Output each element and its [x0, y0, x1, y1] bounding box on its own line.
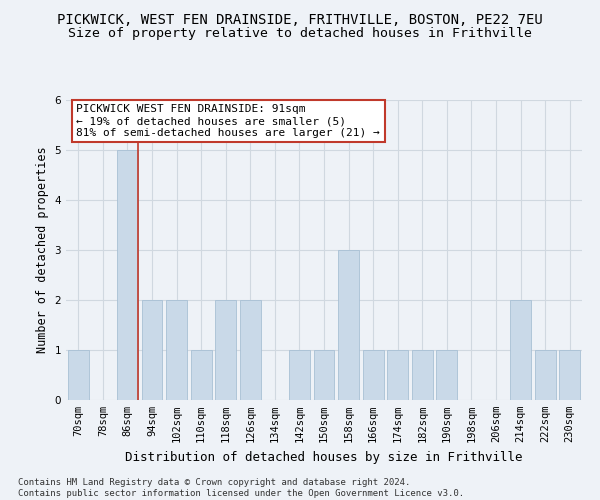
Bar — [362, 350, 383, 400]
Bar — [240, 300, 261, 400]
Y-axis label: Number of detached properties: Number of detached properties — [36, 146, 49, 354]
X-axis label: Distribution of detached houses by size in Frithville: Distribution of detached houses by size … — [125, 450, 523, 464]
Text: Size of property relative to detached houses in Frithville: Size of property relative to detached ho… — [68, 28, 532, 40]
Bar — [436, 350, 457, 400]
Bar — [559, 350, 580, 400]
Bar — [314, 350, 334, 400]
Bar — [412, 350, 433, 400]
Bar — [191, 350, 212, 400]
Bar — [117, 150, 138, 400]
Bar — [142, 300, 163, 400]
Bar — [535, 350, 556, 400]
Bar — [289, 350, 310, 400]
Text: Contains HM Land Registry data © Crown copyright and database right 2024.
Contai: Contains HM Land Registry data © Crown c… — [18, 478, 464, 498]
Text: PICKWICK WEST FEN DRAINSIDE: 91sqm
← 19% of detached houses are smaller (5)
81% : PICKWICK WEST FEN DRAINSIDE: 91sqm ← 19%… — [76, 104, 380, 138]
Bar — [510, 300, 531, 400]
Bar — [215, 300, 236, 400]
Bar — [338, 250, 359, 400]
Bar — [166, 300, 187, 400]
Text: PICKWICK, WEST FEN DRAINSIDE, FRITHVILLE, BOSTON, PE22 7EU: PICKWICK, WEST FEN DRAINSIDE, FRITHVILLE… — [57, 12, 543, 26]
Bar — [68, 350, 89, 400]
Bar — [387, 350, 408, 400]
